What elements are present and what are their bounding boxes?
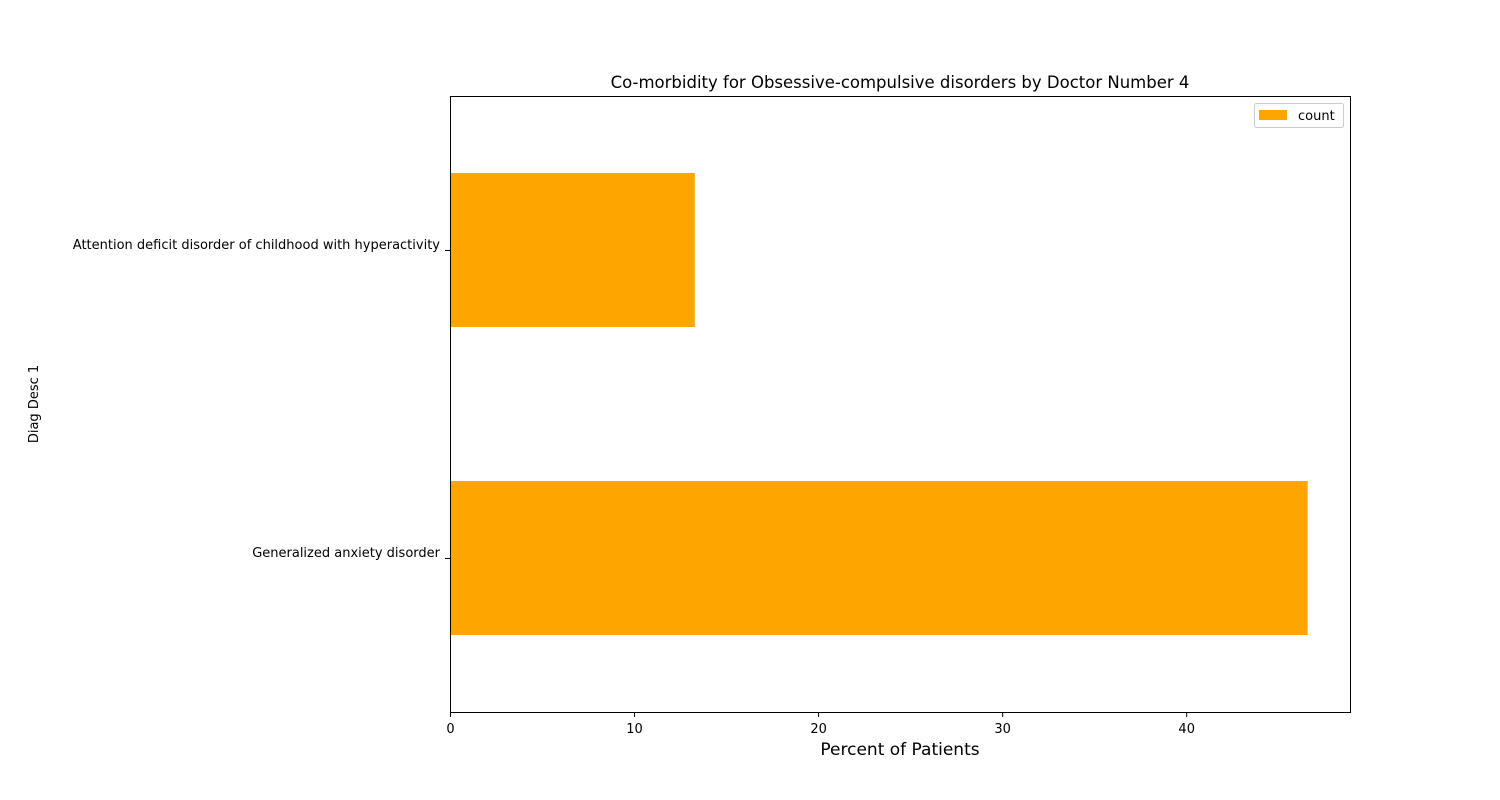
- y-axis-label: Diag Desc 1: [27, 365, 42, 443]
- chart-title: Co-morbidity for Obsessive-compulsive di…: [611, 73, 1190, 92]
- x-axis-label: Percent of Patients: [820, 740, 979, 760]
- ticks-layer: Attention deficit disorder of childhood …: [73, 238, 1195, 737]
- y-tick-label: Attention deficit disorder of childhood …: [73, 238, 441, 253]
- y-tick-label: Generalized anxiety disorder: [252, 546, 440, 561]
- legend-label: count: [1298, 109, 1335, 124]
- x-tick-label: 0: [446, 722, 454, 737]
- bar: [450, 173, 695, 327]
- plot-frame: [450, 96, 1351, 713]
- bar: [450, 481, 1308, 635]
- x-tick-label: 20: [810, 722, 827, 737]
- x-tick-label: 30: [994, 722, 1011, 737]
- legend-box: [1254, 103, 1344, 128]
- legend: count: [1254, 103, 1344, 128]
- legend-swatch: [1259, 110, 1287, 120]
- bars-layer: [450, 173, 1308, 635]
- x-tick-label: 40: [1178, 722, 1195, 737]
- x-tick-label: 10: [626, 722, 643, 737]
